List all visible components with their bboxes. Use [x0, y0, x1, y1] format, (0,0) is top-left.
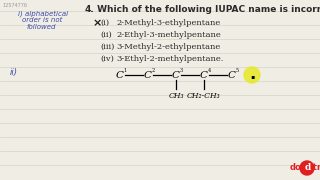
Circle shape: [244, 67, 260, 83]
Text: 4: 4: [207, 68, 211, 73]
Text: 3: 3: [180, 68, 183, 73]
Text: C: C: [144, 71, 152, 80]
Text: 2-Methyl-3-ethylpentane: 2-Methyl-3-ethylpentane: [116, 19, 220, 27]
Text: Which of the following IUPAC name is incorrect?: Which of the following IUPAC name is inc…: [94, 5, 320, 14]
Text: i) alphabetical: i) alphabetical: [18, 10, 68, 17]
Text: 3-Methyl-2-ethylpentane: 3-Methyl-2-ethylpentane: [116, 43, 220, 51]
Text: CH₃: CH₃: [168, 92, 184, 100]
Text: C: C: [200, 71, 208, 80]
Circle shape: [300, 161, 314, 175]
Text: 3-Ethyl-2-methylpentane.: 3-Ethyl-2-methylpentane.: [116, 55, 223, 63]
Text: C: C: [172, 71, 180, 80]
Text: followed: followed: [27, 24, 57, 30]
Text: 1: 1: [124, 68, 127, 73]
Text: 5: 5: [236, 68, 239, 73]
Text: CH₂-CH₃: CH₂-CH₃: [187, 92, 221, 100]
Text: (i): (i): [100, 19, 109, 27]
Text: ×: ×: [93, 18, 102, 28]
Text: 12574776: 12574776: [2, 3, 27, 8]
Text: 2-Ethyl-3-methylpentane: 2-Ethyl-3-methylpentane: [116, 31, 221, 39]
Text: d: d: [305, 163, 311, 172]
Text: 4.: 4.: [85, 5, 95, 14]
Text: (iv): (iv): [100, 55, 114, 63]
Text: C: C: [116, 71, 124, 80]
Text: C: C: [228, 71, 236, 80]
Text: ii): ii): [10, 68, 18, 77]
Text: (iii): (iii): [100, 43, 114, 51]
Text: (ii): (ii): [100, 31, 112, 39]
Text: 2: 2: [151, 68, 155, 73]
Text: .: .: [249, 65, 255, 83]
Text: doubtnut: doubtnut: [290, 163, 320, 172]
Text: order is not: order is not: [22, 17, 62, 23]
